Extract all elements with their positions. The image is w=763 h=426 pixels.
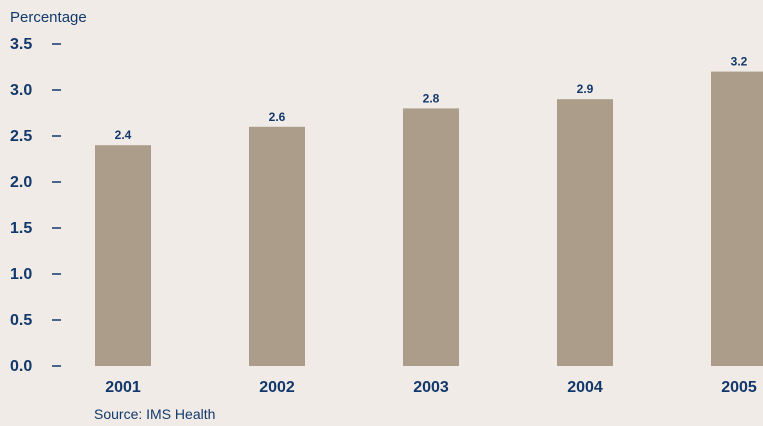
- y-tick-label: 0.0: [10, 358, 32, 375]
- category-labels-group: 2001 2002 2003 2004 2005: [105, 379, 757, 396]
- y-axis-ticks: 0.0 0.5 1.0 1.5 2.0 2.5 3.0 3.5: [10, 36, 61, 375]
- source-note: Source: IMS Health: [94, 406, 215, 422]
- y-tick-label: 1.5: [10, 220, 32, 237]
- value-label: 2.6: [269, 110, 286, 124]
- value-label: 2.9: [577, 82, 594, 96]
- category-label: 2002: [259, 379, 295, 396]
- bar-2002: [249, 126, 305, 366]
- category-label: 2004: [567, 379, 603, 396]
- category-label: 2001: [105, 379, 141, 396]
- y-tick-label: 2.0: [10, 174, 32, 191]
- value-label: 3.2: [731, 55, 748, 69]
- y-tick-label: 2.5: [10, 128, 32, 145]
- category-label: 2003: [413, 379, 449, 396]
- bar-2004: [557, 99, 613, 366]
- value-label: 2.4: [115, 128, 132, 142]
- y-tick-label: 1.0: [10, 266, 32, 283]
- bar-2005: [711, 71, 763, 366]
- category-label: 2005: [721, 379, 757, 396]
- value-labels-group: 2.4 2.6 2.8 2.9 3.2: [115, 55, 748, 143]
- value-label: 2.8: [423, 91, 440, 105]
- bar-2003: [403, 108, 459, 367]
- y-axis-label: Percentage: [10, 9, 87, 26]
- bars-group: [95, 71, 763, 367]
- y-tick-label: 3.5: [10, 36, 32, 53]
- y-tick-label: 0.5: [10, 312, 32, 329]
- y-tick-label: 3.0: [10, 82, 32, 99]
- bar-2001: [95, 145, 151, 366]
